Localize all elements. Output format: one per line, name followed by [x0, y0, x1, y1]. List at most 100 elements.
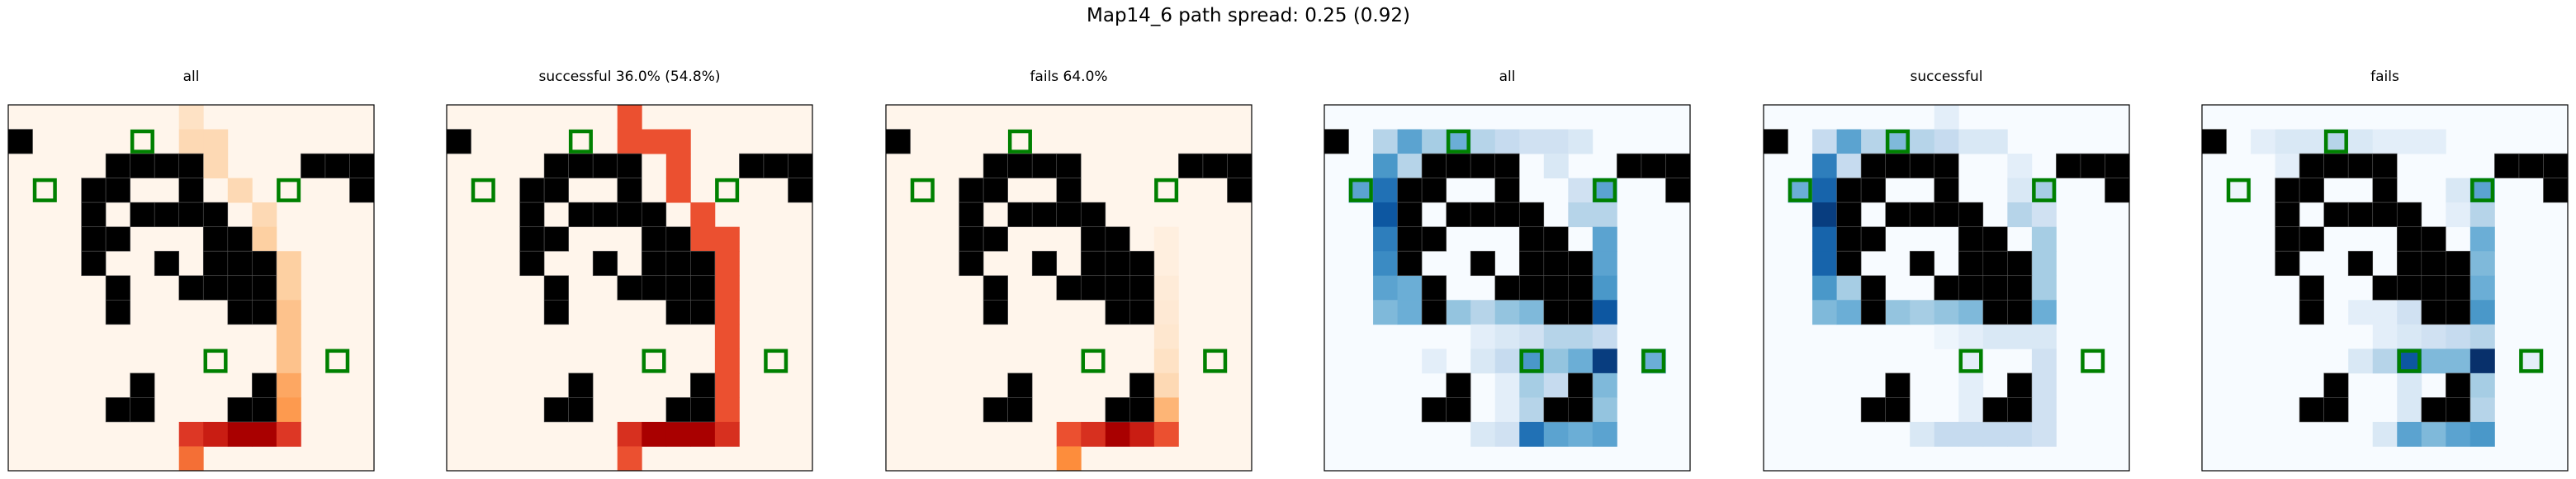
obstacle-cell — [665, 397, 691, 423]
obstacle-cell — [1031, 153, 1058, 178]
heatmap-cell — [665, 154, 691, 178]
obstacle-cell — [1982, 397, 2008, 423]
obstacle-cell — [2372, 202, 2398, 227]
obstacle-cell — [105, 178, 130, 203]
obstacle-cell — [1518, 250, 1545, 277]
obstacle-cell — [178, 275, 204, 301]
obstacle-cell — [227, 299, 253, 325]
heatmap-cell — [1153, 397, 1179, 423]
obstacle-cell — [1105, 250, 1130, 277]
heatmap-cell — [2469, 300, 2495, 325]
obstacle-cell — [1909, 153, 1935, 178]
obstacle-cell — [2396, 202, 2422, 227]
obstacle-cell — [665, 299, 691, 325]
heatmap-cell — [1422, 349, 1447, 374]
obstacle-cell — [2347, 202, 2374, 227]
heatmap-cell — [1056, 446, 1082, 472]
obstacle-cell — [1860, 275, 1886, 301]
heatmap-cell — [714, 421, 740, 447]
obstacle-cell — [1494, 153, 1520, 178]
obstacle-cell — [2446, 372, 2471, 398]
heatmap-cell — [1519, 397, 1545, 423]
obstacle-cell — [1080, 250, 1106, 277]
heatmap-cell — [1982, 129, 2008, 154]
obstacle-cell — [252, 250, 277, 277]
obstacle-cell — [1641, 153, 1666, 178]
heatmap-cell — [276, 372, 301, 398]
heatmap-cell — [2421, 421, 2446, 447]
heatmap-cell — [1934, 105, 1959, 130]
obstacle-cell — [1129, 275, 1155, 301]
heatmap-cell — [276, 300, 301, 325]
obstacle-cell — [1860, 153, 1886, 178]
obstacle-cell — [2299, 153, 2324, 178]
obstacle-cell — [665, 275, 691, 301]
obstacle-cell — [301, 153, 326, 178]
heatmap-cell — [1470, 349, 1496, 374]
obstacle-cell — [105, 226, 130, 252]
obstacle-cell — [1031, 250, 1058, 277]
heatmap-cell — [1153, 324, 1179, 349]
heatmap-cell — [690, 226, 716, 252]
heatmap-cell — [1081, 421, 1106, 447]
heatmap-cell — [276, 397, 301, 423]
obstacle-cell — [2299, 299, 2324, 325]
obstacle-cell — [641, 226, 667, 252]
heatmap-cell — [276, 421, 301, 447]
heatmap-cell — [1934, 421, 1959, 447]
heatmap-cell — [1982, 421, 2008, 447]
obstacle-cell — [959, 226, 984, 252]
obstacle-cell — [105, 275, 130, 301]
heatmap-cell — [2031, 202, 2057, 228]
obstacle-cell — [2446, 250, 2471, 277]
obstacle-cell — [1056, 275, 1082, 301]
obstacle-cell — [324, 153, 350, 178]
obstacle-cell — [1958, 275, 1984, 301]
obstacle-cell — [2056, 153, 2081, 178]
heatmap-cell — [714, 275, 740, 301]
heatmap-cell — [1592, 349, 1617, 374]
heatmap-cell — [2372, 300, 2398, 325]
heatmap-cell — [2446, 178, 2471, 203]
obstacle-cell — [1446, 202, 1471, 227]
obstacle-cell — [81, 250, 107, 277]
obstacle-cell — [2007, 397, 2033, 423]
obstacle-cell — [227, 250, 253, 277]
heatmap-cell — [2299, 129, 2325, 154]
heatmap-cell — [227, 178, 253, 203]
heatmap-cell — [642, 129, 667, 154]
obstacle-cell — [1836, 250, 1862, 277]
heatmap-cell — [1519, 421, 1545, 447]
target-marker — [325, 349, 350, 373]
obstacle-cell — [617, 275, 642, 301]
obstacle-cell — [1982, 299, 2008, 325]
heatmap-cell — [178, 129, 204, 154]
heatmap-cell — [1958, 129, 1984, 154]
heatmap-cell — [1373, 275, 1398, 301]
heatmap-cell — [2372, 349, 2398, 374]
obstacle-cell — [1421, 275, 1447, 301]
heatmap-cell — [2031, 397, 2057, 423]
obstacle-cell — [1909, 250, 1935, 277]
obstacle-cell — [1958, 226, 1984, 252]
obstacle-cell — [617, 202, 642, 227]
heatmap-cell — [1373, 202, 1398, 228]
obstacle-cell — [959, 250, 984, 277]
heatmap-cell — [1958, 421, 1984, 447]
target-marker — [2226, 178, 2251, 202]
obstacle-cell — [2323, 202, 2349, 227]
heatmap-cell — [1812, 202, 1837, 228]
obstacle-cell — [2421, 275, 2446, 301]
obstacle-cell — [1934, 275, 1959, 301]
obstacle-cell — [1860, 299, 1886, 325]
obstacle-cell — [885, 129, 911, 154]
panel-title: successful 36.0% (54.8%) — [538, 69, 720, 85]
heatmap-cell — [1519, 129, 1545, 154]
heatmap-cell — [1812, 251, 1837, 277]
heatmap-cell — [2372, 324, 2398, 349]
obstacle-cell — [202, 202, 229, 227]
obstacle-cell — [1518, 275, 1545, 301]
obstacle-cell — [1080, 202, 1106, 227]
obstacle-cell — [1885, 153, 1911, 178]
heatmap-cell — [1494, 421, 1520, 447]
